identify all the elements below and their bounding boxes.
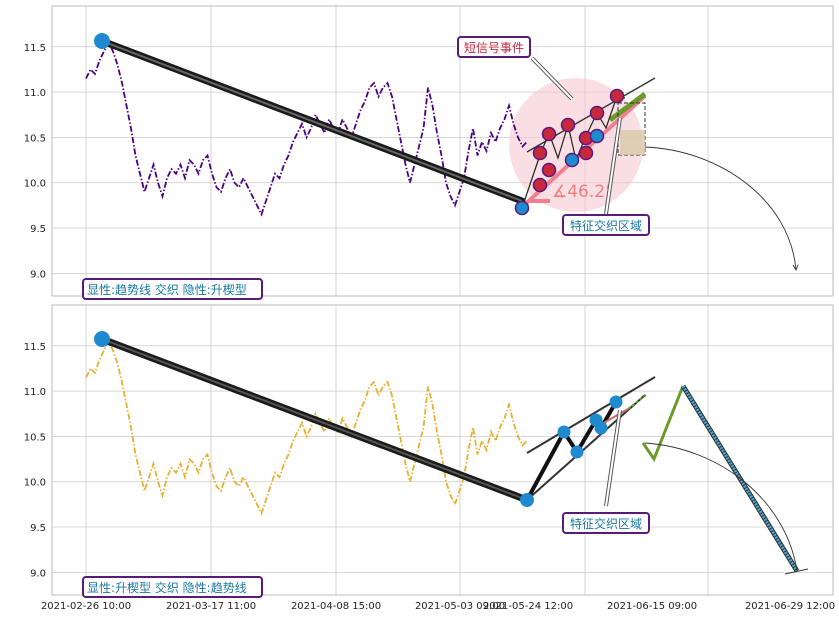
signal-label-box — [457, 36, 531, 58]
angle-label: ∡46.2° — [552, 182, 614, 202]
signal-marker-blue — [589, 128, 605, 144]
feature-label-box-top — [562, 214, 650, 236]
y-tick-label: 9.0 — [30, 269, 46, 280]
y-tick-label: 9.0 — [30, 568, 46, 579]
x-tick-label: 2021-06-15 09:00 — [607, 601, 697, 612]
x-axis: 2021-02-26 10:00 2021-03-17 11:00 2021-04-… — [41, 601, 835, 612]
price-line-bottom — [85, 339, 528, 516]
top-panel: 11.511.010.510.09.59.0 ∡46.2° 短信号事件 特征交 — [24, 5, 834, 300]
projection-base — [784, 568, 809, 575]
feature-label-box-bottom — [562, 512, 650, 534]
start-marker-bottom — [94, 331, 110, 347]
panel-label-box-bottom — [82, 576, 263, 598]
y-tick-label: 11.5 — [24, 43, 46, 54]
feature-label-top: 特征交织区域 — [570, 218, 642, 233]
wedge-marker — [557, 425, 571, 439]
signal-label: 短信号事件 — [464, 41, 524, 55]
panel-label-top: 显性:趋势线 交织 隐性:升楔型 — [87, 282, 247, 297]
y-tick-label: 9.5 — [30, 224, 46, 235]
signal-marker-red — [532, 177, 548, 193]
x-tick-label: 2021-04-08 15:00 — [291, 601, 381, 612]
signal-marker-red — [589, 105, 605, 121]
feature-label-bottom: 特征交织区域 — [570, 516, 642, 531]
signal-marker-blue — [514, 200, 530, 216]
panel-label-box-top — [82, 278, 263, 300]
price-line-top — [85, 40, 528, 217]
x-tick-label: 2021-05-03 09:00 — [415, 601, 505, 612]
y-tick-label: 9.5 — [30, 523, 46, 534]
y-tick-label: 10.0 — [24, 478, 46, 489]
x-tick-label: 2021-06-29 12:00 — [745, 601, 835, 612]
signal-marker-red — [578, 145, 594, 161]
projection-green — [641, 385, 685, 463]
y-tick-label: 11.5 — [24, 342, 46, 353]
wedge-marker — [609, 395, 623, 409]
wedge-green-top — [608, 91, 647, 123]
signal-marker-red — [541, 126, 557, 142]
projection-curve-bottom — [644, 442, 798, 572]
signal-marker-red — [609, 88, 625, 104]
y-tick-label: 11.0 — [24, 387, 46, 398]
wedge-marker — [594, 421, 608, 435]
signal-marker-red — [541, 162, 557, 178]
x-tick-label: 2021-02-26 10:00 — [41, 601, 131, 612]
wedge-upper-bottom — [526, 376, 656, 454]
y-tick-label: 10.5 — [24, 432, 46, 443]
y-tick-label: 10.0 — [24, 179, 46, 190]
y-tick-label: 11.0 — [24, 88, 46, 99]
x-tick-label: 2021-03-17 11:00 — [166, 601, 256, 612]
x-tick-label: 2021-05-24 12:00 — [483, 601, 573, 612]
y-tick-label: 10.5 — [24, 133, 46, 144]
wedge-marker — [520, 493, 534, 507]
wedge-marker — [570, 445, 584, 459]
signal-marker-red — [532, 145, 548, 161]
panel-label-bottom: 显性:升楔型 交织 隐性:趋势线 — [87, 580, 247, 595]
wedge-lower-bottom — [526, 394, 646, 501]
bottom-panel: 11.5 11.0 10.5 10.0 9.5 9.0 特征交织区域 显性:升楔型 交织 … — [24, 304, 834, 598]
signal-marker-red — [560, 117, 576, 133]
start-marker-top — [94, 33, 110, 49]
projection-curve-top — [644, 146, 796, 270]
signal-marker-blue — [564, 152, 580, 168]
